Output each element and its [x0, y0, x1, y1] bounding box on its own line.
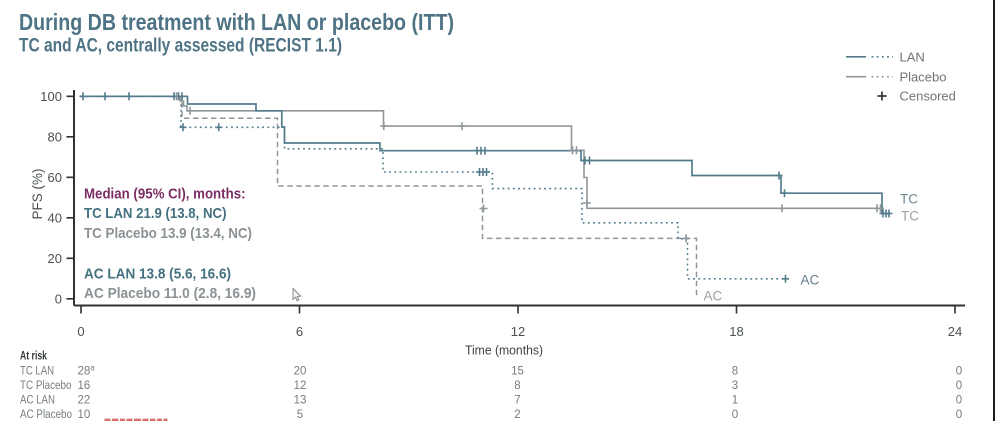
- svg-text:0: 0: [956, 395, 962, 407]
- svg-text:13: 13: [294, 395, 307, 407]
- svg-text:20: 20: [294, 366, 307, 378]
- svg-text:TC Placebo: TC Placebo: [20, 380, 72, 392]
- svg-text:10: 10: [78, 409, 91, 421]
- svg-text:2: 2: [514, 409, 520, 421]
- svg-text:12: 12: [511, 324, 525, 339]
- svg-text:12: 12: [294, 380, 307, 392]
- svg-text:LAN: LAN: [900, 49, 925, 64]
- svg-text:15: 15: [511, 366, 524, 378]
- svg-text:20: 20: [48, 251, 62, 266]
- svg-text:AC: AC: [704, 289, 723, 304]
- svg-text:AC LAN 13.8 (5.6, 16.6): AC LAN 13.8 (5.6, 16.6): [84, 265, 231, 282]
- svg-text:TC: TC: [901, 209, 919, 224]
- svg-text:24: 24: [948, 324, 962, 339]
- svg-text:40: 40: [48, 210, 62, 225]
- svg-text:TC LAN 21.9 (13.8, NC): TC LAN 21.9 (13.8, NC): [84, 205, 227, 222]
- svg-text:5: 5: [297, 409, 303, 421]
- svg-text:At risk: At risk: [20, 351, 47, 363]
- svg-text:16: 16: [78, 380, 91, 392]
- svg-text:80: 80: [48, 129, 62, 144]
- svg-text:8: 8: [514, 380, 520, 392]
- svg-text:6: 6: [296, 324, 303, 339]
- svg-text:AC Placebo 11.0 (2.8, 16.9): AC Placebo 11.0 (2.8, 16.9): [84, 285, 256, 302]
- svg-text:7: 7: [514, 395, 520, 407]
- svg-text:18: 18: [729, 324, 743, 339]
- svg-text:1: 1: [732, 395, 738, 407]
- svg-text:AC: AC: [801, 273, 820, 288]
- svg-text:TC LAN: TC LAN: [20, 366, 54, 378]
- svg-text:Median (95% CI), months:: Median (95% CI), months:: [84, 185, 246, 202]
- svg-text:60: 60: [48, 170, 62, 185]
- svg-text:0: 0: [77, 324, 84, 339]
- svg-text:0: 0: [956, 409, 962, 421]
- svg-text:AC Placebo: AC Placebo: [20, 409, 72, 421]
- svg-text:Time (months): Time (months): [465, 344, 543, 358]
- svg-text:PFS (%): PFS (%): [30, 168, 45, 219]
- svg-text:0: 0: [55, 291, 62, 306]
- svg-text:0: 0: [956, 380, 962, 392]
- svg-text:Placebo: Placebo: [900, 69, 947, 84]
- svg-text:8: 8: [732, 366, 738, 378]
- svg-text:During DB treatment with LAN o: During DB treatment with LAN or placebo …: [19, 9, 454, 35]
- svg-text:TC Placebo 13.9 (13.4, NC): TC Placebo 13.9 (13.4, NC): [84, 225, 252, 242]
- svg-text:0: 0: [956, 366, 962, 378]
- svg-text:Censored: Censored: [900, 89, 956, 104]
- svg-text:28a: 28a: [78, 364, 96, 378]
- svg-text:100: 100: [40, 89, 62, 104]
- svg-text:0: 0: [732, 409, 738, 421]
- svg-text:AC LAN: AC LAN: [20, 395, 55, 407]
- svg-text:22: 22: [78, 395, 91, 407]
- svg-text:3: 3: [732, 380, 738, 392]
- svg-text:TC and AC, centrally assessed: TC and AC, centrally assessed (RECIST 1.…: [19, 36, 342, 57]
- svg-text:TC: TC: [900, 192, 918, 207]
